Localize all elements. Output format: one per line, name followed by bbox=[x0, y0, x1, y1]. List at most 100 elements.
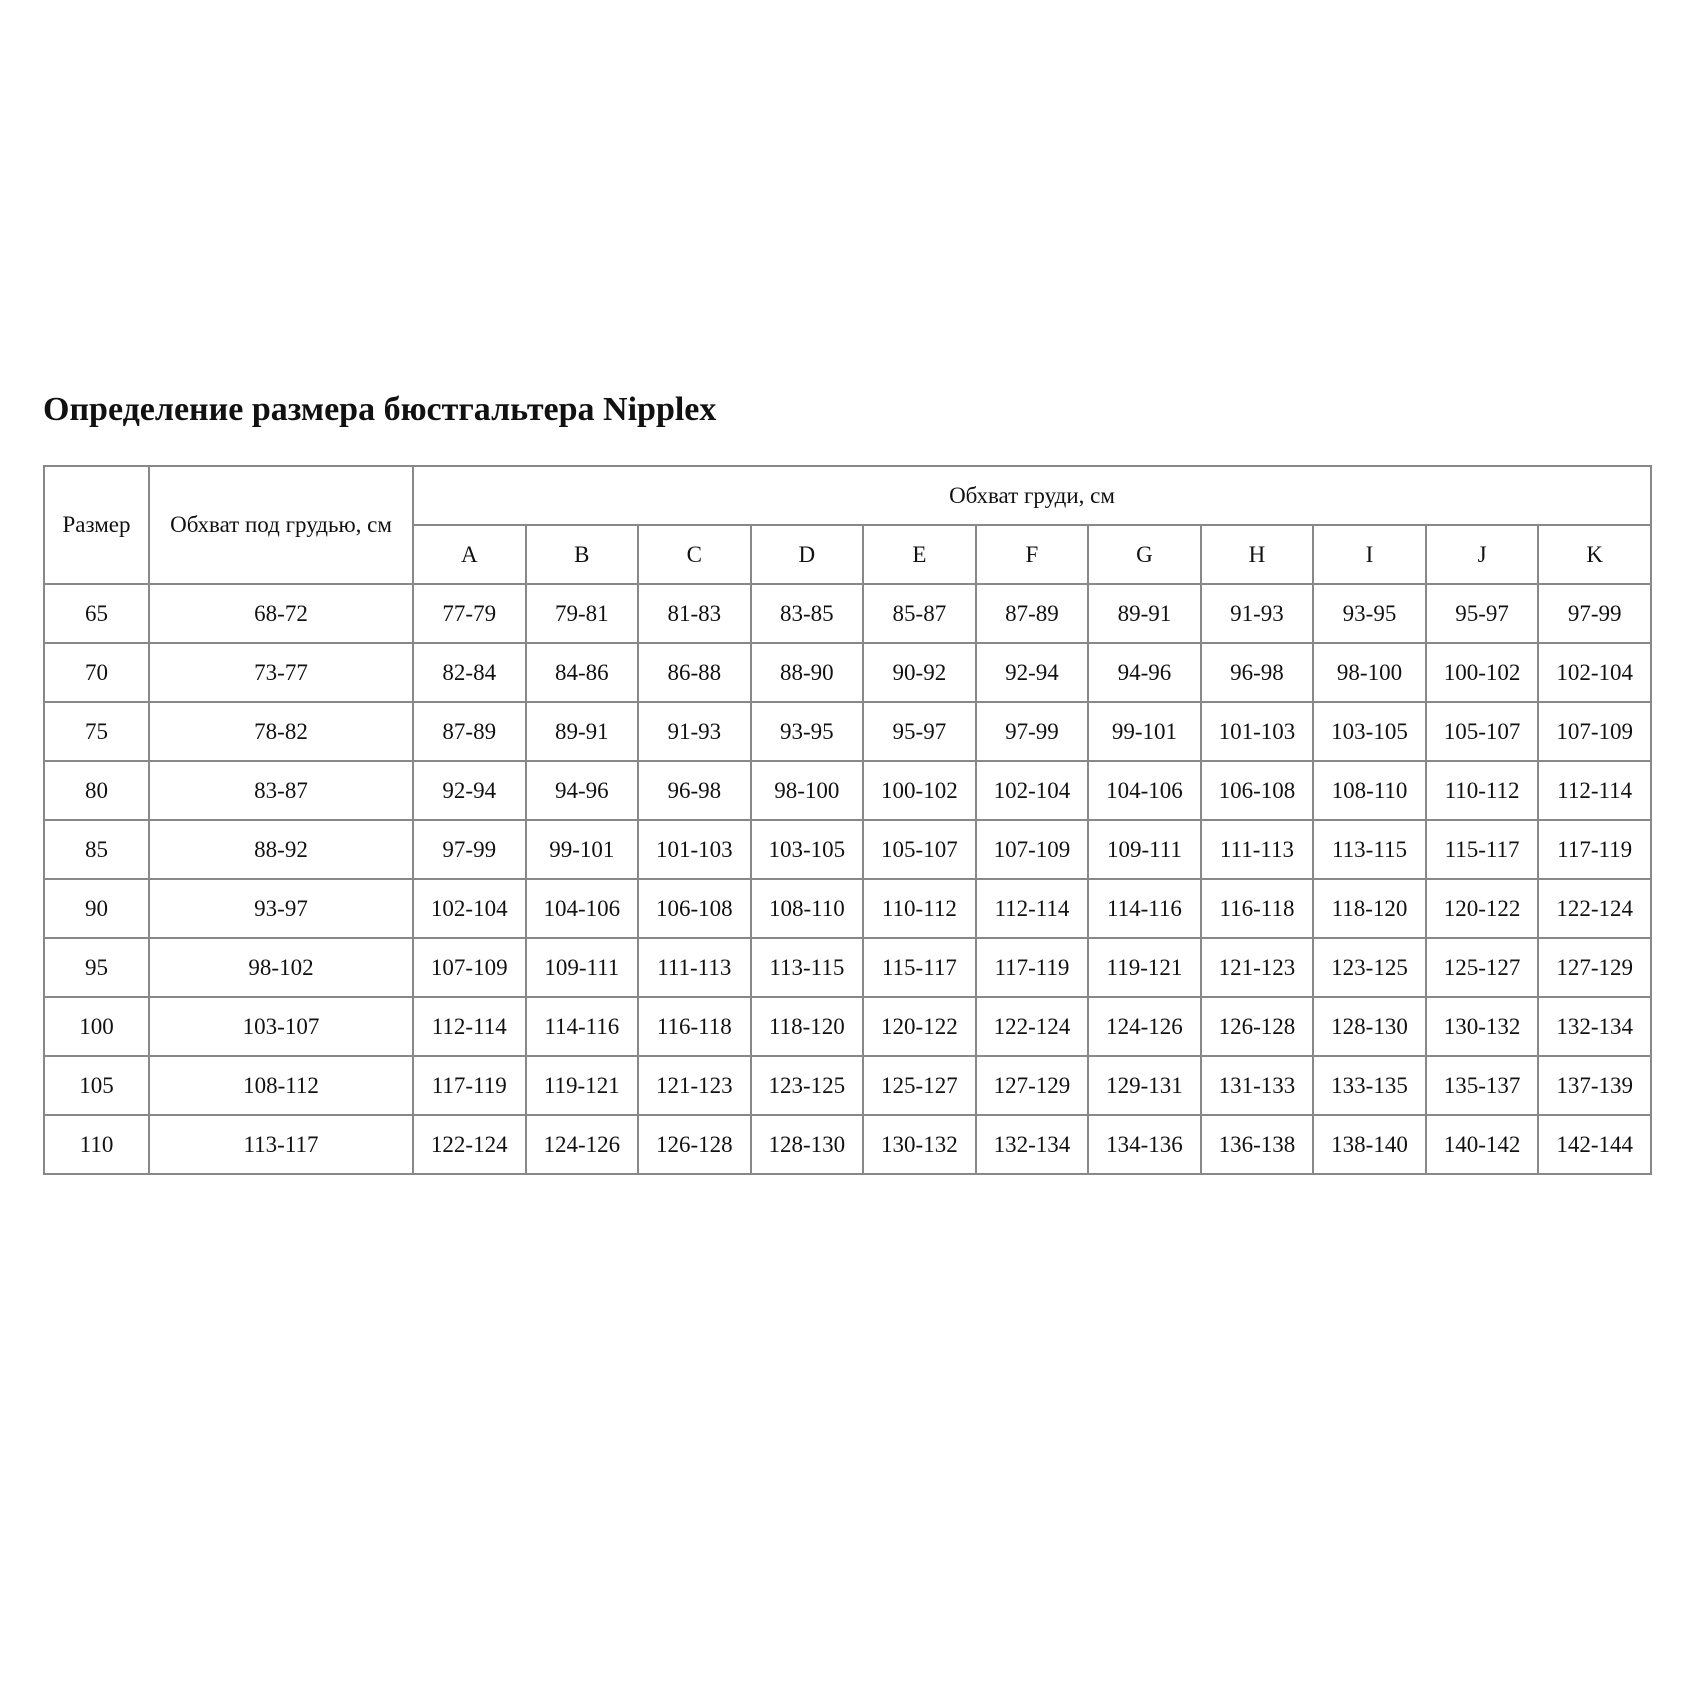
bust-cell: 140-142 bbox=[1424, 1114, 1540, 1175]
bust-cell: 109-111 bbox=[1087, 819, 1202, 880]
table-row: 85 88-92 97-99 99-101 101-103 103-105 105-107 1… bbox=[43, 819, 1652, 880]
bust-cell: 120-122 bbox=[862, 996, 977, 1057]
underbust-cell: 78-82 bbox=[148, 701, 414, 762]
table-row: 65 68-72 77-79 79-81 81-83 83-85 85-87 87-89 89-… bbox=[43, 583, 1652, 644]
cup-header: H bbox=[1199, 524, 1315, 585]
bust-cell: 114-116 bbox=[524, 996, 640, 1057]
bust-cell: 88-90 bbox=[749, 642, 865, 703]
bust-cell: 111-113 bbox=[637, 937, 752, 998]
bust-cell: 110-112 bbox=[862, 878, 977, 939]
table-row: 95 98-102 107-109 109-111 111-113 113-115 115-… bbox=[43, 937, 1652, 998]
bust-cell: 105-107 bbox=[1424, 701, 1540, 762]
bust-cell: 97-99 bbox=[1537, 583, 1652, 644]
bust-cell: 133-135 bbox=[1312, 1055, 1427, 1116]
bust-cell: 95-97 bbox=[1424, 583, 1540, 644]
cup-header: J bbox=[1424, 524, 1540, 585]
bust-cell: 117-119 bbox=[412, 1055, 527, 1116]
bust-cell: 92-94 bbox=[412, 760, 527, 821]
bust-cell: 115-117 bbox=[1424, 819, 1540, 880]
bust-cell: 136-138 bbox=[1199, 1114, 1315, 1175]
bust-cell: 100-102 bbox=[1424, 642, 1540, 703]
bust-cell: 81-83 bbox=[637, 583, 752, 644]
bust-cell: 100-102 bbox=[862, 760, 977, 821]
bust-cell: 112-114 bbox=[974, 878, 1090, 939]
size-cell: 70 bbox=[43, 642, 150, 703]
underbust-cell: 88-92 bbox=[148, 819, 414, 880]
table-row: 70 73-77 82-84 84-86 86-88 88-90 90-92 92-94 94-… bbox=[43, 642, 1652, 703]
bust-cell: 124-126 bbox=[524, 1114, 640, 1175]
bust-cell: 102-104 bbox=[1537, 642, 1652, 703]
underbust-cell: 98-102 bbox=[148, 937, 414, 998]
underbust-cell: 103-107 bbox=[148, 996, 414, 1057]
cup-header: D bbox=[749, 524, 865, 585]
size-cell: 110 bbox=[43, 1114, 150, 1175]
bust-cell: 105-107 bbox=[862, 819, 977, 880]
bust-cell: 91-93 bbox=[1199, 583, 1315, 644]
bust-cell: 95-97 bbox=[862, 701, 977, 762]
bust-cell: 127-129 bbox=[974, 1055, 1090, 1116]
bust-cell: 109-111 bbox=[524, 937, 640, 998]
underbust-cell: 113-117 bbox=[148, 1114, 414, 1175]
cup-header: A bbox=[412, 524, 527, 585]
cup-header: B bbox=[524, 524, 640, 585]
bust-cell: 121-123 bbox=[1199, 937, 1315, 998]
cup-header: G bbox=[1087, 524, 1202, 585]
bust-cell: 79-81 bbox=[524, 583, 640, 644]
bust-cell: 107-109 bbox=[974, 819, 1090, 880]
table-row: 105 108-112 117-119 119-121 121-123 123-125 12… bbox=[43, 1055, 1652, 1116]
bust-cell: 87-89 bbox=[974, 583, 1090, 644]
size-cell: 90 bbox=[43, 878, 150, 939]
bust-cell: 112-114 bbox=[412, 996, 527, 1057]
bust-cell: 104-106 bbox=[524, 878, 640, 939]
bust-cell: 132-134 bbox=[974, 1114, 1090, 1175]
underbust-cell: 68-72 bbox=[148, 583, 414, 644]
bust-cell: 122-124 bbox=[974, 996, 1090, 1057]
size-cell: 75 bbox=[43, 701, 150, 762]
header-row: Размер Обхват под грудью, см Обхват груд… bbox=[43, 465, 1652, 585]
bust-cell: 110-112 bbox=[1424, 760, 1540, 821]
bust-cell: 102-104 bbox=[412, 878, 527, 939]
bust-cell: 121-123 bbox=[637, 1055, 752, 1116]
bust-cell: 130-132 bbox=[862, 1114, 977, 1175]
cup-header: I bbox=[1312, 524, 1427, 585]
table-row: 110 113-117 122-124 124-126 126-128 128-130 13… bbox=[43, 1114, 1652, 1175]
bust-cell: 91-93 bbox=[637, 701, 752, 762]
bust-cell: 92-94 bbox=[974, 642, 1090, 703]
bust-cell: 83-85 bbox=[749, 583, 865, 644]
bust-cell: 137-139 bbox=[1537, 1055, 1652, 1116]
page-title: Определение размера бюстгальтера Nipplex bbox=[43, 391, 717, 428]
bust-cell: 111-113 bbox=[1199, 819, 1315, 880]
bust-cell: 93-95 bbox=[1312, 583, 1427, 644]
bust-cell: 124-126 bbox=[1087, 996, 1202, 1057]
underbust-header: Обхват под грудью, см bbox=[148, 465, 414, 585]
bust-cell: 112-114 bbox=[1537, 760, 1652, 821]
table-row: 100 103-107 112-114 114-116 116-118 118-120 12… bbox=[43, 996, 1652, 1057]
bust-cell: 96-98 bbox=[637, 760, 752, 821]
bust-cell: 87-89 bbox=[412, 701, 527, 762]
bust-cell: 125-127 bbox=[1424, 937, 1540, 998]
bust-cell: 113-115 bbox=[1312, 819, 1427, 880]
bust-cell: 106-108 bbox=[1199, 760, 1315, 821]
bust-cell: 122-124 bbox=[1537, 878, 1652, 939]
bust-cell: 103-105 bbox=[749, 819, 865, 880]
bust-cell: 138-140 bbox=[1312, 1114, 1427, 1175]
bust-cell: 118-120 bbox=[749, 996, 865, 1057]
bust-cell: 132-134 bbox=[1537, 996, 1652, 1057]
bust-cell: 104-106 bbox=[1087, 760, 1202, 821]
size-header: Размер bbox=[43, 465, 150, 585]
bust-cell: 77-79 bbox=[412, 583, 527, 644]
bust-cell: 120-122 bbox=[1424, 878, 1540, 939]
underbust-cell: 83-87 bbox=[148, 760, 414, 821]
bust-cell: 123-125 bbox=[749, 1055, 865, 1116]
bust-cell: 142-144 bbox=[1537, 1114, 1652, 1175]
bust-cell: 99-101 bbox=[524, 819, 640, 880]
bust-cell: 97-99 bbox=[974, 701, 1090, 762]
bust-cell: 107-109 bbox=[1537, 701, 1652, 762]
bust-cell: 90-92 bbox=[862, 642, 977, 703]
bust-cell: 108-110 bbox=[1312, 760, 1427, 821]
bust-cell: 107-109 bbox=[412, 937, 527, 998]
bust-header: Обхват груди, см bbox=[412, 465, 1652, 526]
bust-cell: 134-136 bbox=[1087, 1114, 1202, 1175]
bust-cell: 106-108 bbox=[637, 878, 752, 939]
